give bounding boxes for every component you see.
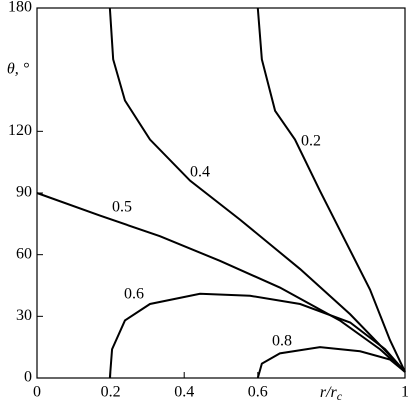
x-axis-label-main: r/r xyxy=(320,384,338,401)
curve-label: 0.6 xyxy=(124,286,144,303)
curve xyxy=(256,7,406,373)
x-tick-label: 0 xyxy=(33,384,41,401)
curve xyxy=(108,292,406,379)
x-axis-label: r/rc xyxy=(320,384,343,403)
x-axis-label-sub: c xyxy=(337,389,343,403)
x-tick-label: 1 xyxy=(401,384,409,401)
curve-label: 0.2 xyxy=(301,133,321,150)
y-tick-label: 120 xyxy=(8,122,32,139)
y-tick-label: 90 xyxy=(16,184,32,201)
curve-label: 0.4 xyxy=(190,164,210,181)
curve-label: 0.5 xyxy=(112,199,132,216)
curve xyxy=(36,192,406,373)
curve xyxy=(256,346,406,379)
curve xyxy=(108,7,406,373)
x-tick-label: 0.6 xyxy=(248,384,268,401)
curve-label: 0.8 xyxy=(272,333,292,350)
y-tick-label: 180 xyxy=(8,0,32,16)
y-axis-label: θ, ° xyxy=(7,61,30,78)
y-tick-label: 60 xyxy=(16,245,32,262)
y-tick-label: 0 xyxy=(24,369,32,386)
y-tick-label: 30 xyxy=(16,307,32,324)
x-tick-label: 0.2 xyxy=(101,384,121,401)
x-tick-label: 0.4 xyxy=(174,384,194,401)
